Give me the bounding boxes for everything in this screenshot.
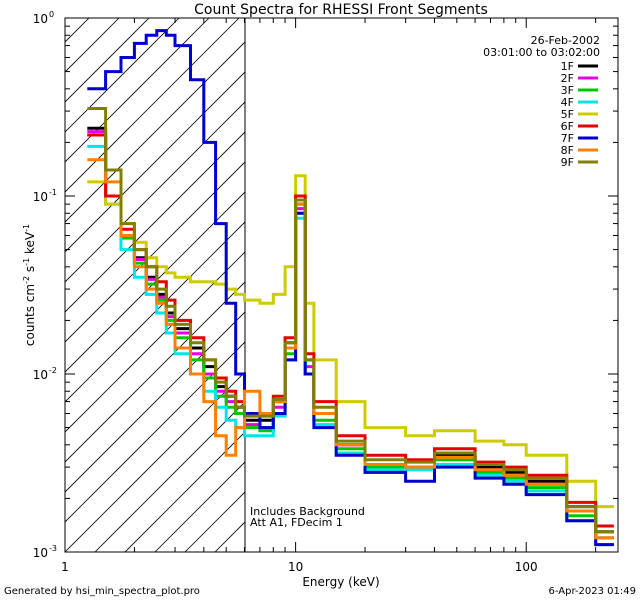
y-tick-label: 10 xyxy=(33,546,48,560)
legend-label-1F: 1F xyxy=(561,60,574,73)
x-tick-label: 10 xyxy=(288,560,303,574)
x-axis-label: Energy (keV) xyxy=(302,575,379,589)
y-tick-exponent: -1 xyxy=(49,188,57,197)
time-range-label: 03:01:00 to 03:02:00 xyxy=(483,46,600,59)
y-tick-label: 10 xyxy=(33,368,48,382)
legend-label-7F: 7F xyxy=(561,132,574,145)
y-tick-exponent: -2 xyxy=(49,366,57,375)
background-annotation: Includes Background xyxy=(250,505,365,518)
series-line-5F xyxy=(87,174,614,509)
attenuator-annotation: Att A1, FDecim 1 xyxy=(250,516,343,529)
legend-label-2F: 2F xyxy=(561,72,574,85)
y-axis-label: counts cm-2 s-1 keV-1 xyxy=(22,224,37,346)
series-line-7F xyxy=(87,29,614,547)
x-tick-label: 1 xyxy=(61,560,69,574)
plot-frame xyxy=(64,17,619,553)
legend-label-6F: 6F xyxy=(561,120,574,133)
footer-generated-by: Generated by hsi_min_spectra_plot.pro xyxy=(4,586,200,597)
series-line-9F xyxy=(87,107,614,534)
y-tick-label: 10 xyxy=(33,12,48,26)
legend-label-8F: 8F xyxy=(561,144,574,157)
y-tick-exponent: -3 xyxy=(49,544,57,553)
hatched-region xyxy=(65,18,245,552)
legend-label-5F: 5F xyxy=(561,108,574,121)
y-tick-exponent: 0 xyxy=(49,10,54,19)
legend-label-9F: 9F xyxy=(561,156,574,169)
x-tick-label: 100 xyxy=(515,560,538,574)
legend-label-3F: 3F xyxy=(561,84,574,97)
legend-label-4F: 4F xyxy=(561,96,574,109)
y-tick-label: 10 xyxy=(33,190,48,204)
date-label: 26-Feb-2002 xyxy=(531,34,600,47)
footer-date: 6-Apr-2023 01:49 xyxy=(549,586,636,597)
chart-title: Count Spectra for RHESSI Front Segments xyxy=(194,2,488,18)
